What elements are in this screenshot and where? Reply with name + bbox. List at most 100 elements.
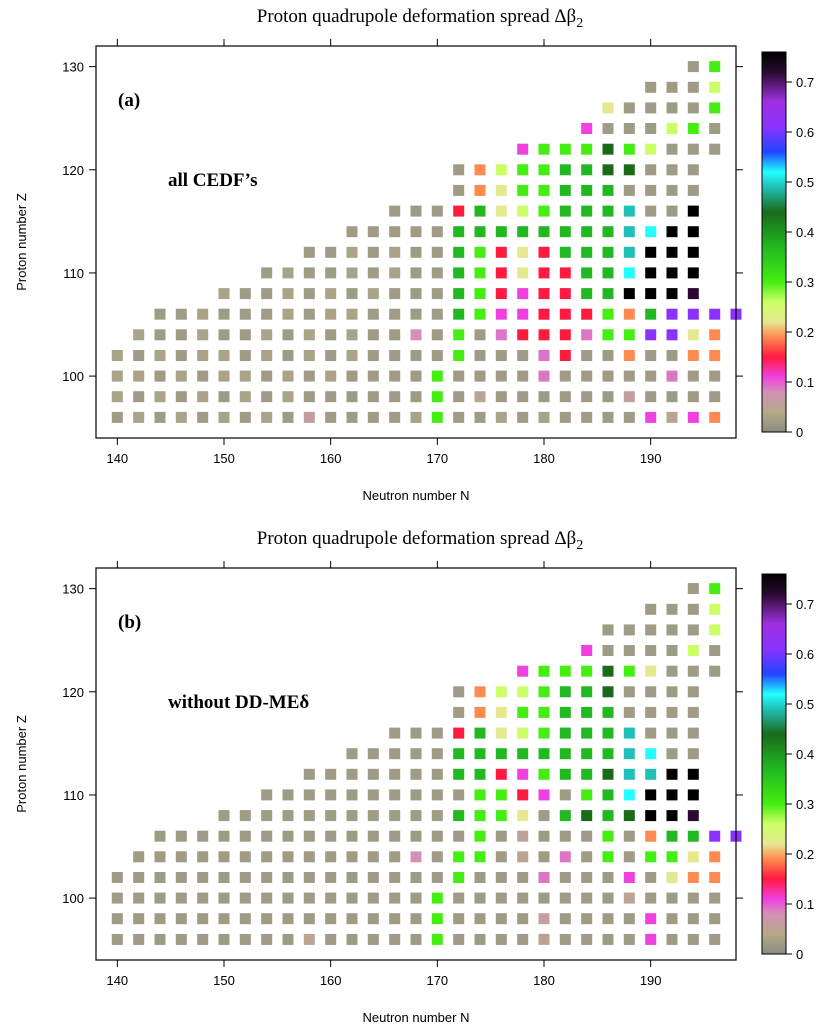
heatmap-cell [495, 892, 507, 904]
heatmap-cell [495, 246, 507, 258]
colorbar-tick-label: 0.4 [796, 747, 814, 762]
heatmap-cell [154, 350, 166, 361]
heatmap-cell [474, 872, 486, 883]
heatmap-cell [666, 706, 678, 718]
heatmap-cell [517, 789, 529, 801]
heatmap-cell [687, 872, 699, 883]
heatmap-cell [709, 645, 721, 656]
heatmap-cell [517, 706, 529, 718]
heatmap-cell [453, 267, 465, 279]
heatmap-cell [453, 164, 465, 176]
heatmap-cell [325, 246, 337, 258]
heatmap-cell [581, 768, 593, 780]
y-tick-label: 120 [62, 685, 84, 700]
heatmap-cell [367, 329, 379, 341]
heatmap-cell [389, 329, 401, 341]
heatmap-cell [538, 246, 550, 258]
heatmap-cell [410, 768, 422, 780]
heatmap-cell [581, 748, 593, 760]
heatmap-cell [645, 665, 657, 677]
panel-a: Proton quadrupole deformation spread Δβ2… [14, 6, 814, 503]
heatmap-cell [453, 246, 465, 258]
heatmap-cell [197, 370, 209, 382]
heatmap-cell [623, 288, 635, 300]
heatmap-cell [602, 226, 614, 238]
heatmap-cell [517, 913, 529, 925]
heatmap-cell [325, 872, 337, 883]
heatmap-cell [517, 391, 529, 403]
heatmap-cell [645, 686, 657, 698]
colorbar-tick-label: 0 [796, 947, 803, 962]
heatmap-cell [517, 851, 529, 863]
heatmap-cell [453, 892, 465, 904]
heatmap-cell [410, 851, 422, 863]
heatmap-cell [645, 370, 657, 382]
heatmap-cell [709, 665, 721, 677]
heatmap-cell [581, 851, 593, 863]
heatmap-cell [218, 308, 230, 320]
heatmap-cell [709, 872, 721, 883]
y-tick-label: 120 [62, 163, 84, 178]
x-tick-label: 180 [533, 973, 555, 988]
heatmap-cell [709, 61, 721, 73]
heatmap-cell [602, 789, 614, 801]
colorbar-tick-label: 0.5 [796, 175, 814, 190]
heatmap-cell [581, 727, 593, 739]
heatmap-cell [538, 308, 550, 320]
heatmap-cell [346, 329, 358, 341]
heatmap-cell [623, 391, 635, 403]
heatmap-cell [666, 810, 678, 822]
heatmap-cell [261, 308, 273, 320]
heatmap-cell [666, 768, 678, 780]
heatmap-cell [602, 370, 614, 382]
heatmap-cell [495, 933, 507, 945]
heatmap-cell [645, 851, 657, 863]
heatmap-cells [111, 61, 742, 423]
heatmap-cell [303, 350, 315, 361]
heatmap-cell [175, 308, 187, 320]
heatmap-cell [559, 892, 571, 904]
heatmap-cell [645, 706, 657, 718]
heatmap-cell [666, 329, 678, 341]
heatmap-cell [581, 370, 593, 382]
heatmap-cell [687, 370, 699, 382]
heatmap-cell [495, 686, 507, 698]
heatmap-cell [389, 246, 401, 258]
colorbar-tick-label: 0.7 [796, 75, 814, 90]
heatmap-cell [709, 143, 721, 155]
heatmap-cell [154, 872, 166, 883]
heatmap-cell [218, 391, 230, 403]
heatmap-cell [389, 267, 401, 279]
heatmap-cell [581, 706, 593, 718]
axis-ticks: 140 150 160 170 180 190 100 110 120 130 [62, 561, 743, 988]
heatmap-cell [538, 226, 550, 238]
heatmap-cell [218, 851, 230, 863]
heatmap-cell [538, 686, 550, 698]
heatmap-cell [431, 308, 443, 320]
heatmap-cell [602, 411, 614, 423]
heatmap-cell [282, 391, 294, 403]
x-tick-label: 190 [640, 973, 662, 988]
heatmap-cell [282, 370, 294, 382]
heatmap-cell [175, 830, 187, 842]
heatmap-cell [602, 830, 614, 842]
x-tick-label: 160 [320, 451, 342, 466]
heatmap-cell [197, 350, 209, 361]
heatmap-cell [133, 933, 145, 945]
heatmap-cell [645, 123, 657, 134]
heatmap-cell [431, 830, 443, 842]
colorbar-tick-label: 0.3 [796, 275, 814, 290]
heatmap-cell [303, 329, 315, 341]
heatmap-cell [517, 226, 529, 238]
heatmap-cell [517, 205, 529, 217]
heatmap-cell [581, 686, 593, 698]
heatmap-cell [154, 370, 166, 382]
heatmap-cell [495, 184, 507, 196]
heatmap-cell [175, 391, 187, 403]
heatmap-cell [687, 102, 699, 114]
x-tick-label: 170 [426, 451, 448, 466]
heatmap-cell [538, 411, 550, 423]
heatmap-cell [474, 308, 486, 320]
heatmap-cell [346, 288, 358, 300]
